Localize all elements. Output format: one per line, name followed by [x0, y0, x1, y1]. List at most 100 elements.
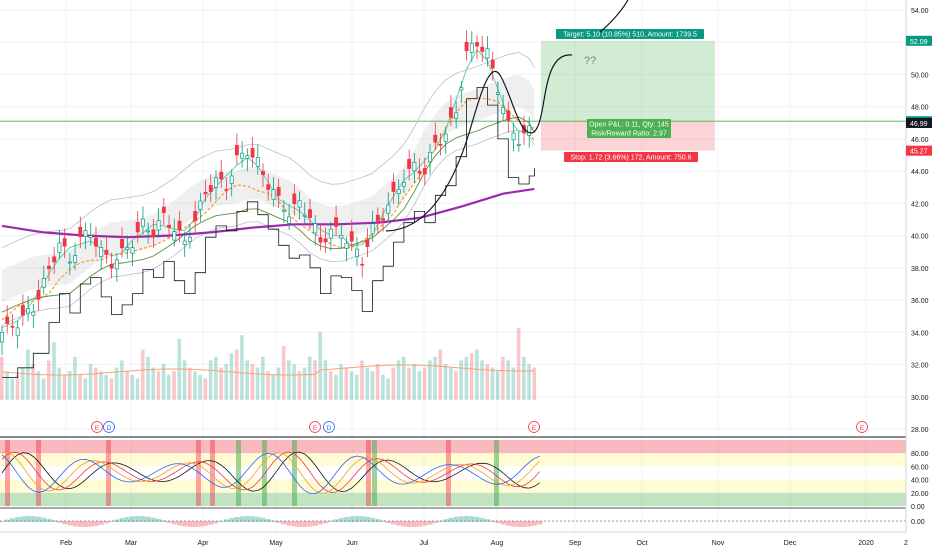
volume-bar: [271, 374, 276, 400]
candle-body: [94, 237, 98, 247]
histogram-bar: [370, 517, 376, 522]
volume-bar: [292, 364, 296, 400]
candle-body: [302, 214, 307, 217]
volume-bar: [454, 371, 458, 400]
earnings-marker: [91, 421, 103, 433]
candle-body: [193, 211, 198, 222]
volume-bar: [229, 353, 234, 400]
histogram-bar: [359, 516, 365, 522]
candle-body: [219, 171, 224, 180]
mid-ema-line: [1, 97, 535, 321]
histogram-bar: [500, 521, 506, 525]
month-tick-label: Oct: [637, 540, 648, 547]
candle-body: [224, 188, 229, 191]
candle-body: [57, 242, 62, 253]
month-tick-label: Aug: [491, 540, 504, 547]
position-tool[interactable]: [0, 40, 906, 151]
price-axis[interactable]: 28.00 30.00 32.00 34.00 36.00 38.00 40.00 42.00…: [905, 0, 932, 550]
histogram-bar: [265, 519, 271, 522]
histogram-bar: [464, 516, 470, 522]
histogram-bar: [354, 516, 360, 522]
histogram-bar: [239, 516, 245, 522]
signal-highlight: [292, 440, 297, 506]
upper-band-line: [1, 52, 535, 249]
histogram-bar: [333, 519, 339, 522]
volume-bar: [120, 360, 124, 400]
volume-bar: [443, 364, 448, 400]
histogram-bar: [531, 521, 537, 526]
candle-body: [250, 148, 255, 158]
histogram-bar: [396, 521, 402, 526]
price-tick-label: 44.00: [911, 169, 929, 176]
candle-body: [443, 133, 448, 142]
price-tick-label: 30.00: [911, 395, 929, 402]
histogram-bar: [51, 520, 57, 522]
oscillator-line: [1, 451, 540, 494]
candle-body: [511, 132, 516, 141]
price-tick-label: 48.00: [911, 105, 929, 112]
volume-bar: [433, 356, 437, 400]
histogram-bar: [166, 521, 172, 523]
volume-bar: [475, 349, 479, 400]
price-indicators: [1, 49, 535, 378]
candle-body: [475, 42, 479, 47]
osc-tick-label: 60.00: [911, 464, 929, 471]
histogram-bar: [505, 521, 511, 526]
overbought-zone: [0, 440, 906, 454]
price-tick-label: 46.00: [911, 137, 929, 144]
volume-bar: [172, 371, 176, 400]
histogram-bar: [260, 517, 266, 522]
histogram-bar: [411, 521, 417, 527]
candle-body: [208, 185, 213, 192]
candle-body: [365, 239, 370, 247]
volume-bar: [93, 367, 98, 400]
month-tick-label: 2020: [858, 540, 874, 547]
candle-body: [506, 110, 511, 121]
volume-bar: [193, 371, 197, 400]
histogram-bar: [41, 517, 47, 522]
candle-body: [67, 261, 72, 264]
volume-bar: [214, 356, 218, 400]
candle-body: [355, 248, 359, 258]
candle-body: [240, 152, 245, 159]
month-tick-label: Nov: [712, 540, 725, 547]
histogram-bar: [150, 517, 156, 522]
histogram-bar: [223, 519, 229, 522]
histogram-bar: [375, 519, 381, 522]
signal-highlight: [210, 440, 215, 506]
candle-body: [52, 256, 57, 263]
time-axis[interactable]: Feb Mar Apr May Jun Jul Aug Sep Oct Nov Dec 2020 2: [0, 531, 908, 547]
volume-ma-line: [1, 364, 535, 376]
histogram-bar: [448, 517, 454, 522]
candle-body: [5, 316, 10, 324]
volume-bar: [401, 356, 406, 400]
candle-body: [318, 237, 323, 243]
volume-bar: [114, 367, 119, 400]
osc-tick-label: 80.00: [911, 451, 929, 458]
histogram-bar: [109, 520, 115, 522]
histogram-bar: [250, 516, 256, 522]
histogram-bar: [417, 521, 423, 527]
histogram-bar: [187, 521, 193, 527]
candle-body: [328, 228, 333, 239]
osc-tick-label: 0.00: [911, 504, 925, 511]
histogram-bar: [46, 518, 52, 522]
histogram-bar: [176, 521, 182, 526]
volume-bar: [307, 356, 312, 400]
month-tick-label: Feb: [60, 540, 72, 547]
candle-body: [417, 170, 422, 174]
candle-body: [469, 42, 474, 53]
histogram-bar: [197, 521, 203, 527]
candle-body: [261, 171, 265, 175]
histogram-bar: [291, 521, 297, 527]
price-tick-label: 42.00: [911, 201, 929, 208]
volume-bar: [522, 356, 526, 400]
histogram-bar: [297, 521, 303, 527]
candle-body: [485, 48, 490, 59]
volume-bar: [83, 378, 88, 400]
candle-body: [146, 230, 151, 233]
earnings-marker: [103, 421, 115, 433]
histogram-bar: [302, 521, 308, 527]
histogram-bar: [67, 521, 73, 526]
